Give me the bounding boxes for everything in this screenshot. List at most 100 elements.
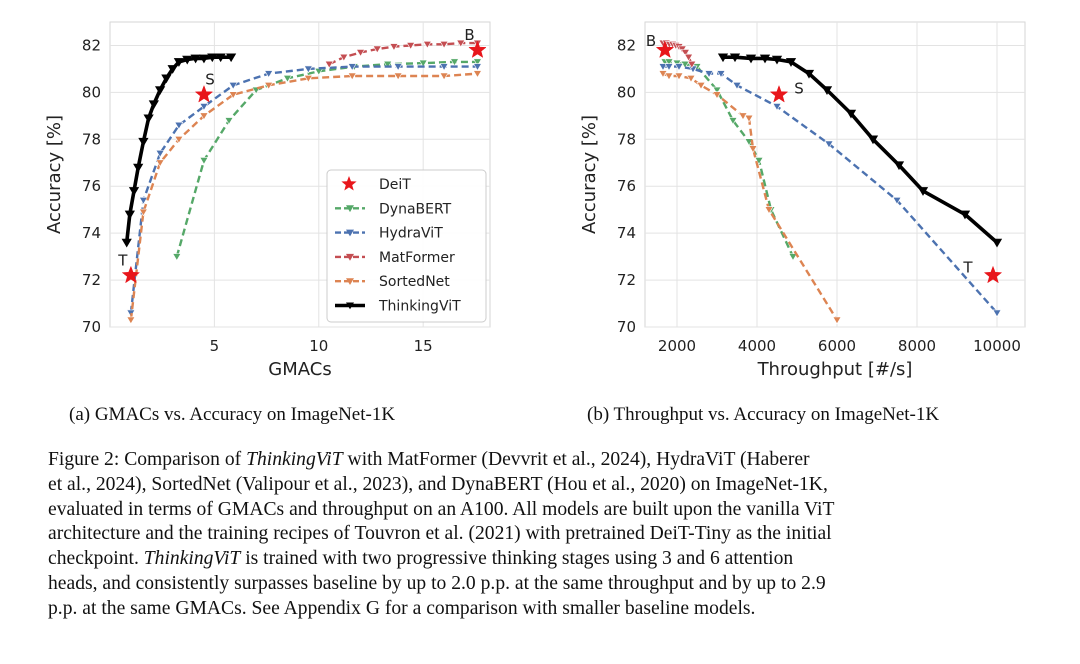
panel-a-marker-sortednet <box>347 72 357 81</box>
panel-a-deit-label-t: T <box>117 251 128 269</box>
panel-b-xtick-label: 2000 <box>658 337 696 355</box>
panel-b-marker-hydravit <box>772 103 782 111</box>
legend-label-thinkingvit: ThinkingViT <box>378 299 461 315</box>
panel-b-marker-sortednet <box>664 72 674 81</box>
panel-a-marker-sortednet <box>472 70 482 79</box>
panel-b-marker-sortednet <box>674 72 684 81</box>
panel-b-marker-thinkingvit <box>759 54 771 64</box>
panel-a-marker-thinkingvit <box>173 58 185 67</box>
panel-a-marker-hydravit <box>439 63 449 71</box>
panel-a-marker-dynabert <box>383 60 393 69</box>
panel-b-marker-thinkingvit <box>771 55 783 65</box>
caption-line-6: heads, and consistently surpasses baseli… <box>48 572 826 594</box>
legend-label-dynabert: DynaBERT <box>379 201 452 217</box>
panel-a-marker-sortednet <box>138 208 148 217</box>
legend-marker-deit <box>341 176 357 191</box>
panel-a-marker-matformer <box>324 60 334 69</box>
panel-a-series-line-sortednet <box>129 72 478 321</box>
panel-a-marker-hydravit <box>199 103 209 111</box>
panel-b-ytick-label: 74 <box>617 224 636 242</box>
legend-marker-matformer <box>346 253 354 261</box>
panel-b-marker-dynabert <box>712 86 722 95</box>
panel-b-marker-matformer <box>684 53 694 62</box>
panel-a-deit-star-t <box>121 265 141 284</box>
panel-b-marker-sortednet <box>744 114 754 123</box>
panel-b-marker-thinkingvit <box>821 86 833 96</box>
panel-a-x-axis-label: GMACs <box>268 359 331 380</box>
panel-b-marker-dynabert <box>728 117 738 125</box>
legend-marker-hydravit <box>346 229 354 237</box>
panel-b-marker-thinkingvit <box>803 69 815 79</box>
panel-b-y-axis-label: Accuracy [%] <box>579 115 600 234</box>
panel-a-marker-matformer <box>406 42 416 50</box>
panel-b-marker-dynabert <box>664 58 674 67</box>
panel-b-marker-thinkingvit <box>717 53 729 63</box>
panel-b-ytick-label: 72 <box>617 271 636 289</box>
panel-a-marker-thinkingvit <box>161 74 172 84</box>
panel-b-marker-hydravit <box>892 197 902 205</box>
panel-b-marker-thinkingvit <box>745 54 757 64</box>
panel-a-marker-matformer <box>439 40 449 49</box>
panel-a-ytick-label: 82 <box>82 36 101 54</box>
panel-a-marker-thinkingvit <box>133 163 144 173</box>
caption-text: checkpoint. <box>48 548 144 570</box>
panel-a-marker-hydravit <box>228 82 238 90</box>
panel-a-marker-hydravit <box>155 150 165 158</box>
caption-text: is trained with two progressive thinking… <box>240 548 794 570</box>
panel-b-marker-thinkingvit <box>867 135 879 145</box>
panel-b-marker-sortednet <box>738 112 748 121</box>
panel-b-marker-sortednet <box>658 70 668 79</box>
panel-b-marker-thinkingvit <box>991 238 1003 248</box>
panel-b-marker-thinkingvit <box>845 109 857 119</box>
panel-a-marker-hydravit <box>264 70 274 79</box>
caption-text: Figure 2: Comparison of <box>48 449 247 470</box>
panel-a-ytick-label: 72 <box>82 271 101 289</box>
panel-b-marker-sortednet <box>832 316 842 325</box>
panel-a-marker-thinkingvit <box>138 137 149 147</box>
caption-method-name: ThinkingViT <box>143 548 241 570</box>
panel-b-xtick-label: 6000 <box>818 337 856 355</box>
panel-a-deit-star-b <box>468 40 487 58</box>
panel-b-marker-thinkingvit <box>785 58 797 67</box>
panel-b-marker-thinkingvit <box>959 210 971 220</box>
legend-label-matformer: MatFormer <box>379 250 455 266</box>
panel-b-marker-sortednet <box>696 82 706 90</box>
panel-b-marker-matformer <box>680 49 690 57</box>
panel-b-ytick-label: 76 <box>617 177 636 195</box>
panel-a-marker-thinkingvit <box>207 53 218 63</box>
panel-a-marker-sortednet <box>264 82 274 90</box>
panel-b-deit-label-b: B <box>646 32 656 50</box>
charts-canvas: 5 10 15 70 72 74 76 78 80 82 GMACs Accuracy [%] T S B D… <box>44 21 1026 380</box>
subcaption-a: (a) GMACs vs. Accuracy on ImageNet-1K <box>69 404 396 425</box>
panel-b-marker-hydravit <box>824 140 834 149</box>
panel-a-marker-hydravit <box>393 63 403 71</box>
panel-b-marker-dynabert <box>788 253 798 262</box>
panel-b-x-axis-label: Throughput [#/s] <box>757 359 913 380</box>
panel-b-marker-sortednet <box>748 145 758 154</box>
panel-a-ytick-label: 80 <box>82 83 101 101</box>
panel-a-marker-thinkingvit <box>167 65 178 74</box>
panel-b-xtick-label: 8000 <box>898 337 936 355</box>
legend-marker-thinkingvit <box>346 302 354 310</box>
panel-b-ytick-label: 80 <box>617 83 636 101</box>
legend-marker-dynabert <box>346 205 354 213</box>
panel-a-ytick-label: 74 <box>82 224 101 242</box>
panel-a-xtick-label: 5 <box>210 337 220 355</box>
panel-a-marker-matformer <box>389 43 399 52</box>
panel-a-ytick-label: 78 <box>82 130 101 148</box>
panel-a-ytick-label: 76 <box>82 177 101 195</box>
caption-line-1: Figure 2: Comparison of ThinkingViT with… <box>48 448 1038 473</box>
panel-b-marker-hydravit <box>658 63 668 71</box>
panel-a-marker-thinkingvit <box>215 53 226 63</box>
panel-a-marker-thinkingvit <box>154 86 166 96</box>
panel-a-marker-sortednet <box>228 91 238 100</box>
panel-a-y-axis-label: Accuracy [%] <box>44 115 65 234</box>
panel-a-marker-thinkingvit <box>128 187 140 196</box>
panel-a-marker-hydravit <box>138 197 148 205</box>
panel-b-marker-dynabert <box>680 60 690 69</box>
panel-b-marker-hydravit <box>664 63 674 71</box>
legend-label-deit: DeiT <box>379 177 411 193</box>
panel-b-marker-thinkingvit <box>893 161 905 171</box>
panel-a-xtick-label: 15 <box>414 337 433 355</box>
